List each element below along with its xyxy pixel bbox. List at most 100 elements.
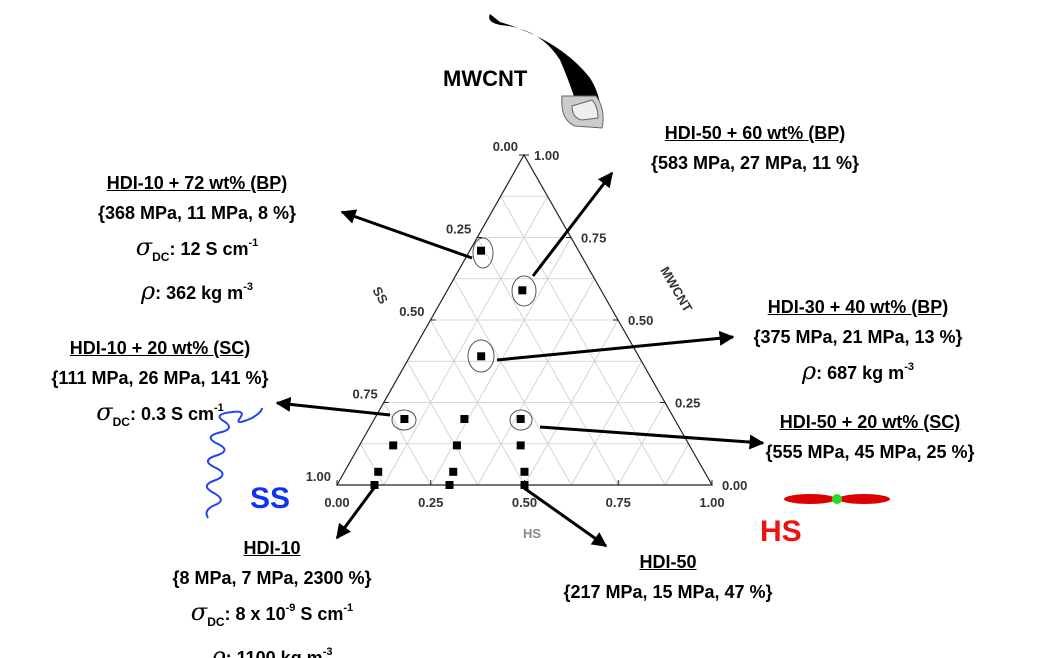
arrows bbox=[275, 171, 765, 548]
left-tick-label: 0.00 bbox=[493, 139, 518, 154]
arrow bbox=[335, 487, 376, 540]
minor-grid-line bbox=[360, 443, 385, 486]
data-point bbox=[477, 246, 486, 255]
arrow bbox=[539, 425, 765, 450]
data-point bbox=[449, 467, 458, 476]
superscript: -3 bbox=[243, 281, 253, 293]
data-point bbox=[400, 415, 409, 423]
right-tick-label: 0.50 bbox=[628, 313, 653, 328]
minor-grid-line bbox=[571, 361, 642, 486]
annotation-title: HDI-50 + 60 wt% (BP) bbox=[664, 123, 846, 143]
property-line: σDC: 12 S cm-1 bbox=[98, 228, 296, 272]
text: : 12 S cm bbox=[169, 239, 249, 259]
annotation-properties: {111 MPa, 26 MPa, 141 %} bbox=[51, 368, 269, 388]
superscript: -3 bbox=[904, 361, 914, 373]
component-label-left: SS bbox=[250, 482, 291, 515]
right-tick-label: 0.00 bbox=[722, 478, 747, 493]
property-line: ρ: 687 kg m-3 bbox=[753, 352, 962, 388]
minor-grid-line bbox=[383, 196, 548, 486]
symbol: σ bbox=[96, 398, 113, 426]
annotation-properties: {583 MPa, 27 MPa, 11 %} bbox=[650, 153, 860, 173]
data-point bbox=[518, 286, 527, 295]
text: : 362 kg m bbox=[155, 283, 244, 303]
property-line: ρ: 1100 kg m-3 bbox=[172, 637, 371, 658]
minor-grid-line bbox=[406, 361, 478, 486]
minor-grid-line bbox=[664, 443, 689, 486]
data-point bbox=[516, 441, 525, 450]
minor-grid-line bbox=[453, 278, 572, 486]
data-point bbox=[460, 415, 469, 423]
data-point bbox=[445, 481, 454, 489]
data-point bbox=[520, 481, 529, 489]
bottom-tick-label: 1.00 bbox=[699, 495, 724, 510]
annotation-title: HDI-10 + 20 wt% (SC) bbox=[69, 338, 251, 358]
annotation-title: HDI-30 + 40 wt% (BP) bbox=[767, 297, 949, 317]
right-tick-label: 0.25 bbox=[675, 396, 700, 411]
symbol: σ bbox=[135, 233, 153, 261]
text: S cm bbox=[295, 604, 344, 624]
text: : 687 kg m bbox=[816, 363, 905, 383]
right-tick-label: 1.00 bbox=[534, 148, 559, 163]
text: : 0.3 S cm bbox=[129, 404, 214, 424]
superscript: -9 bbox=[285, 602, 296, 614]
annotation-title: HDI-50 + 20 wt% (SC) bbox=[779, 412, 961, 432]
bottom-tick-label: 0.75 bbox=[606, 495, 631, 510]
annotation-properties: {375 MPa, 21 MPa, 13 %} bbox=[753, 327, 963, 347]
nanotube-icon bbox=[489, 14, 604, 129]
component-label-right: HS bbox=[760, 515, 802, 548]
property-line: σDC: 8 x 10-9 S cm-1 bbox=[172, 593, 371, 637]
annotation-title: HDI-10 bbox=[243, 538, 301, 558]
text: : 1100 kg m bbox=[225, 648, 323, 658]
left-tick-label: 0.25 bbox=[446, 222, 471, 237]
superscript: -1 bbox=[343, 602, 354, 614]
annotation-properties: {217 MPa, 15 MPa, 47 %} bbox=[563, 582, 773, 602]
ss-icon bbox=[205, 407, 263, 519]
data-point bbox=[520, 467, 529, 476]
arrow bbox=[275, 396, 391, 417]
subscript: DC bbox=[152, 250, 170, 264]
annotation: HDI-10 {8 MPa, 7 MPa, 2300 %} σDC: 8 x 10-… bbox=[172, 533, 371, 658]
annotation: HDI-50 + 20 wt% (SC) {555 MPa, 45 MPa, 25… bbox=[765, 407, 974, 467]
arrow bbox=[523, 486, 608, 548]
grid-line bbox=[617, 402, 666, 486]
arrow bbox=[531, 171, 614, 277]
superscript: -3 bbox=[322, 646, 333, 658]
bottom-tick-label: 0.00 bbox=[324, 495, 349, 510]
annotation-title: HDI-10 + 72 wt% (BP) bbox=[106, 173, 288, 193]
annotation: HDI-10 + 72 wt% (BP) {368 MPa, 11 MPa, 8 … bbox=[98, 168, 296, 308]
data-point bbox=[516, 415, 525, 423]
bottom-tick-label: 0.25 bbox=[418, 495, 443, 510]
annotation-title: HDI-50 bbox=[639, 552, 697, 572]
subscript: DC bbox=[207, 615, 225, 629]
data-point bbox=[389, 441, 398, 450]
annotation-properties: {368 MPa, 11 MPa, 8 %} bbox=[97, 203, 297, 223]
hs-icon bbox=[784, 494, 890, 504]
annotation-properties: {555 MPa, 45 MPa, 25 %} bbox=[765, 442, 975, 462]
grid-line bbox=[476, 237, 619, 486]
superscript: -1 bbox=[214, 402, 224, 414]
annotation: HDI-30 + 40 wt% (BP) {375 MPa, 21 MPa, 13… bbox=[753, 292, 962, 388]
property-line: σDC: 0.3 S cm-1 bbox=[51, 393, 268, 437]
data-point bbox=[452, 441, 461, 450]
arrow bbox=[340, 209, 473, 260]
minor-grid-line bbox=[477, 278, 595, 486]
text: : 8 x 10 bbox=[224, 604, 286, 624]
annotation-properties: {8 MPa, 7 MPa, 2300 %} bbox=[172, 568, 372, 588]
property-line: ρ: 362 kg m-3 bbox=[98, 272, 296, 308]
axis-title-bottom: HS bbox=[523, 526, 541, 541]
highlight-circles bbox=[391, 237, 537, 431]
right-tick-label: 0.75 bbox=[581, 231, 606, 246]
annotation: HDI-50 {217 MPa, 15 MPa, 47 %} bbox=[563, 547, 772, 607]
subscript: DC bbox=[112, 415, 130, 429]
left-tick-label: 0.50 bbox=[399, 304, 424, 319]
annotation: HDI-10 + 20 wt% (SC) {111 MPa, 26 MPa, 14… bbox=[51, 333, 268, 437]
left-tick-label: 1.00 bbox=[306, 469, 331, 484]
symbol: ρ bbox=[802, 357, 817, 385]
axis-title-right: MWCNT bbox=[657, 264, 695, 315]
symbol: ρ bbox=[141, 277, 156, 305]
grid-line bbox=[383, 402, 432, 486]
symbol: σ bbox=[190, 598, 208, 626]
data-point bbox=[374, 467, 383, 476]
